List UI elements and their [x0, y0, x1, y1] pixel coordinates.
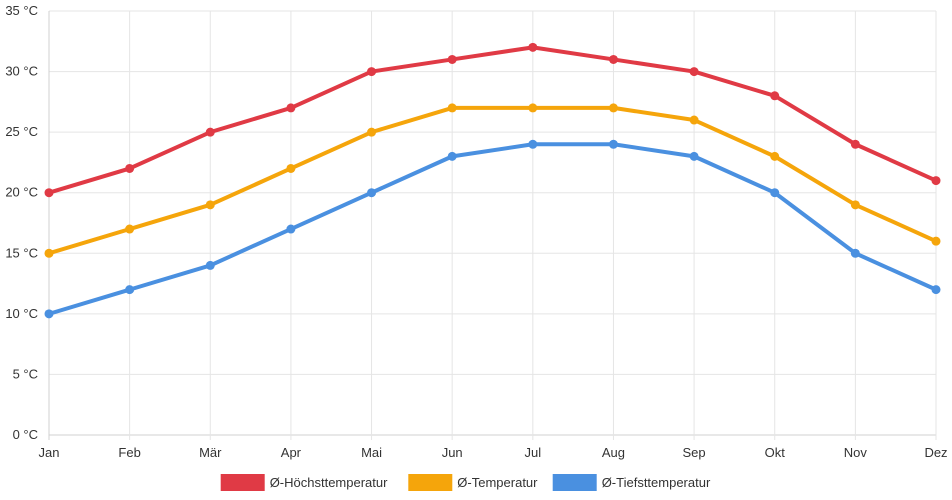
- data-point[interactable]: [608, 103, 618, 113]
- data-point[interactable]: [850, 248, 860, 258]
- data-point[interactable]: [608, 54, 618, 64]
- data-point[interactable]: [367, 188, 377, 198]
- data-point[interactable]: [528, 139, 538, 149]
- x-tick-label: Sep: [683, 445, 706, 460]
- y-tick-label: 10 °C: [5, 306, 38, 321]
- x-tick-label: Feb: [118, 445, 140, 460]
- legend-swatch: [408, 474, 453, 491]
- x-axis-ticks: Jan Feb Mär Apr Mai Jun Jul Aug Sep Okt Nov Dez: [39, 445, 948, 460]
- x-tick-label: Nov: [844, 445, 868, 460]
- data-point[interactable]: [528, 103, 538, 113]
- data-point[interactable]: [205, 127, 215, 137]
- x-tick-label: Apr: [281, 445, 302, 460]
- x-tick-label: Jun: [442, 445, 463, 460]
- legend-item[interactable]: Ø-Höchsttemperatur: [220, 474, 388, 491]
- legend-swatch: [220, 474, 265, 491]
- data-point[interactable]: [44, 188, 54, 198]
- y-tick-label: 25 °C: [5, 124, 38, 139]
- series-line: [47, 45, 938, 195]
- data-point[interactable]: [850, 139, 860, 149]
- legend-label: Ø-Höchsttemperatur: [270, 475, 388, 490]
- x-tick-label: Mai: [361, 445, 382, 460]
- legend-item[interactable]: Ø-Temperatur: [408, 474, 538, 491]
- data-point[interactable]: [770, 188, 780, 198]
- data-point[interactable]: [447, 54, 457, 64]
- data-point[interactable]: [931, 176, 941, 186]
- data-point[interactable]: [689, 151, 699, 161]
- x-tick-label: Jul: [525, 445, 542, 460]
- data-point[interactable]: [770, 91, 780, 101]
- legend-item[interactable]: Ø-Tiefsttemperatur: [552, 474, 711, 491]
- series-line: [47, 105, 938, 256]
- x-tick-label: Okt: [765, 445, 786, 460]
- legend-swatch: [552, 474, 597, 491]
- data-point[interactable]: [689, 115, 699, 125]
- data-point[interactable]: [367, 127, 377, 137]
- data-point[interactable]: [850, 200, 860, 210]
- y-axis-ticks: 0 °C 5 °C 10 °C 15 °C 20 °C 25 °C 30 °C 35 °C: [5, 3, 38, 442]
- data-point[interactable]: [367, 67, 377, 77]
- legend[interactable]: Ø-Höchsttemperatur Ø-Temperatur Ø-Tiefstte…: [220, 474, 711, 491]
- data-point[interactable]: [205, 260, 215, 270]
- x-tick-label: Aug: [602, 445, 625, 460]
- data-point[interactable]: [205, 200, 215, 210]
- data-point[interactable]: [528, 42, 538, 52]
- legend-label: Ø-Tiefsttemperatur: [602, 475, 711, 490]
- x-tick-label: Jan: [39, 445, 60, 460]
- y-tick-label: 15 °C: [5, 245, 38, 260]
- series-0: [44, 42, 941, 198]
- data-point[interactable]: [689, 67, 699, 77]
- data-point[interactable]: [286, 163, 296, 173]
- series-1: [44, 103, 941, 258]
- grid: [48, 10, 937, 440]
- data-point[interactable]: [770, 151, 780, 161]
- y-tick-label: 20 °C: [5, 185, 38, 200]
- data-point[interactable]: [931, 285, 941, 295]
- y-tick-label: 30 °C: [5, 64, 38, 79]
- data-point[interactable]: [125, 285, 135, 295]
- data-point[interactable]: [44, 309, 54, 319]
- data-point[interactable]: [125, 163, 135, 173]
- data-point[interactable]: [44, 248, 54, 258]
- series-2: [44, 139, 941, 319]
- data-point[interactable]: [931, 236, 941, 246]
- y-tick-label: 5 °C: [13, 366, 38, 381]
- data-point[interactable]: [447, 151, 457, 161]
- legend-label: Ø-Temperatur: [457, 475, 538, 490]
- y-tick-label: 35 °C: [5, 3, 38, 18]
- series-line: [47, 142, 938, 316]
- data-point[interactable]: [286, 103, 296, 113]
- y-tick-label: 0 °C: [13, 427, 38, 442]
- data-point[interactable]: [286, 224, 296, 234]
- data-point[interactable]: [608, 139, 618, 149]
- data-point[interactable]: [447, 103, 457, 113]
- x-tick-label: Dez: [924, 445, 947, 460]
- data-point[interactable]: [125, 224, 135, 234]
- x-tick-label: Mär: [199, 445, 222, 460]
- series: [44, 42, 941, 319]
